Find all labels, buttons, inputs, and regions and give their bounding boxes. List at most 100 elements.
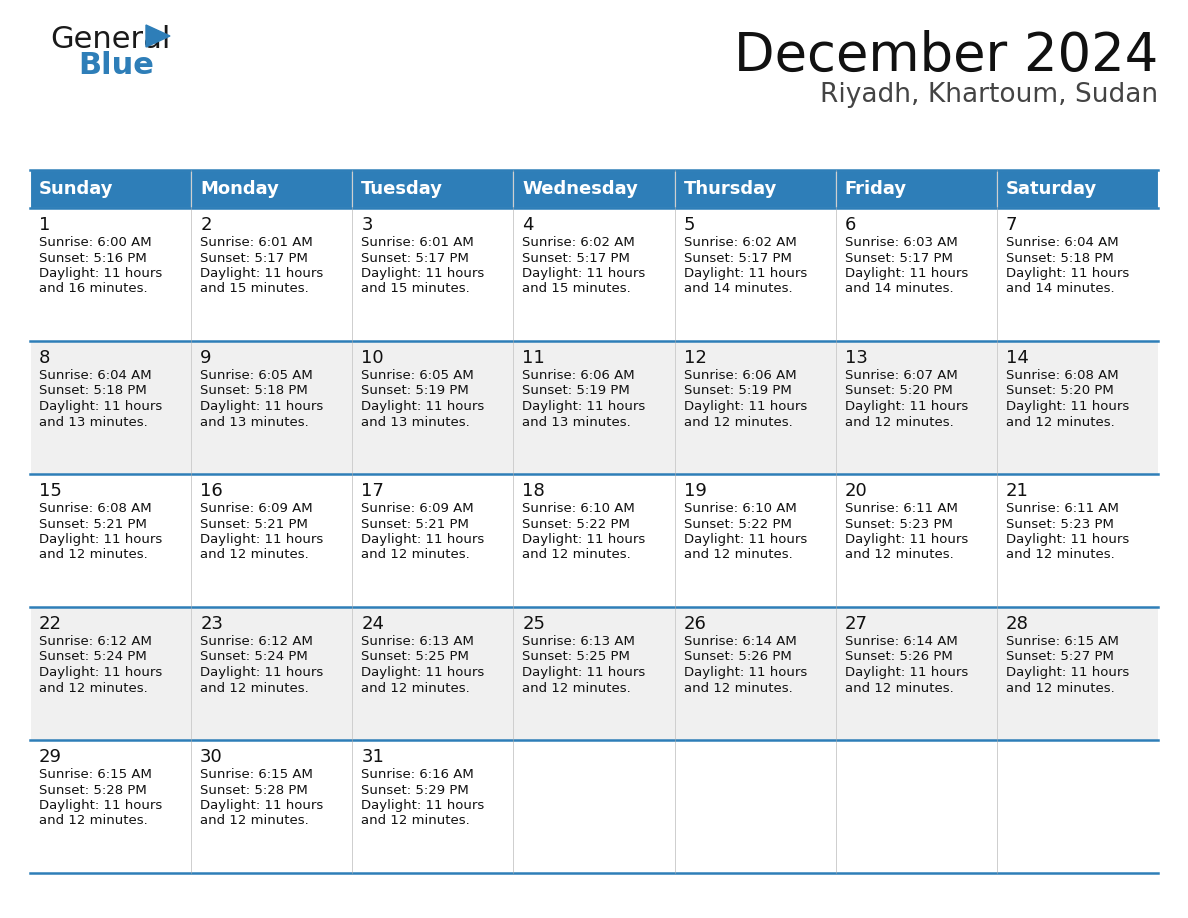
- Bar: [353, 474, 513, 607]
- Text: Daylight: 11 hours: Daylight: 11 hours: [361, 267, 485, 280]
- Text: Daylight: 11 hours: Daylight: 11 hours: [523, 400, 646, 413]
- Bar: [513, 208, 675, 341]
- Text: and 12 minutes.: and 12 minutes.: [1006, 681, 1114, 695]
- Text: 27: 27: [845, 615, 867, 633]
- Text: Daylight: 11 hours: Daylight: 11 hours: [200, 799, 323, 812]
- Bar: [191, 607, 353, 740]
- Text: and 12 minutes.: and 12 minutes.: [683, 681, 792, 695]
- Bar: [191, 208, 353, 341]
- Text: 7: 7: [1006, 216, 1017, 234]
- Text: Sunset: 5:25 PM: Sunset: 5:25 PM: [361, 651, 469, 664]
- Text: Sunset: 5:28 PM: Sunset: 5:28 PM: [200, 783, 308, 797]
- Text: Sunrise: 6:05 AM: Sunrise: 6:05 AM: [361, 369, 474, 382]
- Text: 26: 26: [683, 615, 707, 633]
- Bar: [835, 170, 997, 208]
- Text: Saturday: Saturday: [1006, 180, 1097, 198]
- Bar: [513, 474, 675, 607]
- Text: and 12 minutes.: and 12 minutes.: [523, 548, 631, 562]
- Text: Friday: Friday: [845, 180, 906, 198]
- Bar: [30, 341, 191, 474]
- Text: Sunrise: 6:16 AM: Sunrise: 6:16 AM: [361, 768, 474, 781]
- Text: and 12 minutes.: and 12 minutes.: [683, 548, 792, 562]
- Text: Sunrise: 6:06 AM: Sunrise: 6:06 AM: [523, 369, 636, 382]
- Bar: [835, 341, 997, 474]
- Text: Sunset: 5:17 PM: Sunset: 5:17 PM: [845, 252, 953, 264]
- Text: 25: 25: [523, 615, 545, 633]
- Bar: [353, 740, 513, 873]
- Text: 21: 21: [1006, 482, 1029, 500]
- Text: 29: 29: [39, 748, 62, 766]
- Text: and 14 minutes.: and 14 minutes.: [1006, 283, 1114, 296]
- Text: 20: 20: [845, 482, 867, 500]
- Text: Sunset: 5:26 PM: Sunset: 5:26 PM: [845, 651, 953, 664]
- Text: 6: 6: [845, 216, 857, 234]
- Bar: [513, 607, 675, 740]
- Text: December 2024: December 2024: [734, 30, 1158, 82]
- Text: Blue: Blue: [78, 51, 154, 80]
- Bar: [997, 208, 1158, 341]
- Text: and 12 minutes.: and 12 minutes.: [361, 548, 470, 562]
- Text: Sunset: 5:17 PM: Sunset: 5:17 PM: [200, 252, 308, 264]
- Text: Daylight: 11 hours: Daylight: 11 hours: [39, 533, 163, 546]
- Bar: [835, 607, 997, 740]
- Text: Sunset: 5:24 PM: Sunset: 5:24 PM: [39, 651, 147, 664]
- Bar: [835, 474, 997, 607]
- Text: Sunrise: 6:15 AM: Sunrise: 6:15 AM: [1006, 635, 1119, 648]
- Text: and 12 minutes.: and 12 minutes.: [39, 681, 147, 695]
- Text: and 12 minutes.: and 12 minutes.: [523, 681, 631, 695]
- Text: 14: 14: [1006, 349, 1029, 367]
- Text: Daylight: 11 hours: Daylight: 11 hours: [200, 267, 323, 280]
- Text: Sunset: 5:17 PM: Sunset: 5:17 PM: [361, 252, 469, 264]
- Text: 5: 5: [683, 216, 695, 234]
- Text: Sunset: 5:27 PM: Sunset: 5:27 PM: [1006, 651, 1113, 664]
- Text: Daylight: 11 hours: Daylight: 11 hours: [200, 400, 323, 413]
- Text: Daylight: 11 hours: Daylight: 11 hours: [523, 267, 646, 280]
- Text: Sunset: 5:24 PM: Sunset: 5:24 PM: [200, 651, 308, 664]
- Text: and 13 minutes.: and 13 minutes.: [361, 416, 470, 429]
- Bar: [30, 740, 191, 873]
- Bar: [191, 474, 353, 607]
- Bar: [353, 607, 513, 740]
- Text: Daylight: 11 hours: Daylight: 11 hours: [1006, 533, 1129, 546]
- Text: Daylight: 11 hours: Daylight: 11 hours: [683, 666, 807, 679]
- Text: Sunset: 5:26 PM: Sunset: 5:26 PM: [683, 651, 791, 664]
- Bar: [30, 208, 191, 341]
- Text: Daylight: 11 hours: Daylight: 11 hours: [1006, 666, 1129, 679]
- Text: 23: 23: [200, 615, 223, 633]
- Text: Daylight: 11 hours: Daylight: 11 hours: [39, 267, 163, 280]
- Text: and 14 minutes.: and 14 minutes.: [845, 283, 953, 296]
- Text: Sunset: 5:22 PM: Sunset: 5:22 PM: [683, 518, 791, 531]
- Bar: [191, 740, 353, 873]
- Text: Sunset: 5:21 PM: Sunset: 5:21 PM: [39, 518, 147, 531]
- Text: 1: 1: [39, 216, 50, 234]
- Bar: [353, 341, 513, 474]
- Text: Sunrise: 6:09 AM: Sunrise: 6:09 AM: [200, 502, 312, 515]
- Bar: [30, 607, 191, 740]
- Text: Riyadh, Khartoum, Sudan: Riyadh, Khartoum, Sudan: [820, 82, 1158, 108]
- Text: Sunrise: 6:10 AM: Sunrise: 6:10 AM: [523, 502, 636, 515]
- Text: 22: 22: [39, 615, 62, 633]
- Text: and 12 minutes.: and 12 minutes.: [845, 548, 954, 562]
- Text: Sunrise: 6:03 AM: Sunrise: 6:03 AM: [845, 236, 958, 249]
- Text: Sunset: 5:23 PM: Sunset: 5:23 PM: [1006, 518, 1113, 531]
- Text: Sunset: 5:29 PM: Sunset: 5:29 PM: [361, 783, 469, 797]
- Text: Daylight: 11 hours: Daylight: 11 hours: [200, 533, 323, 546]
- Text: Sunrise: 6:15 AM: Sunrise: 6:15 AM: [39, 768, 152, 781]
- Text: Sunrise: 6:10 AM: Sunrise: 6:10 AM: [683, 502, 796, 515]
- Text: and 12 minutes.: and 12 minutes.: [200, 681, 309, 695]
- Text: General: General: [50, 25, 170, 54]
- Bar: [513, 170, 675, 208]
- Text: and 15 minutes.: and 15 minutes.: [361, 283, 470, 296]
- Bar: [675, 208, 835, 341]
- Text: Sunrise: 6:05 AM: Sunrise: 6:05 AM: [200, 369, 312, 382]
- Text: Sunset: 5:18 PM: Sunset: 5:18 PM: [39, 385, 147, 397]
- Text: and 12 minutes.: and 12 minutes.: [845, 416, 954, 429]
- Text: Sunrise: 6:09 AM: Sunrise: 6:09 AM: [361, 502, 474, 515]
- Text: and 13 minutes.: and 13 minutes.: [200, 416, 309, 429]
- Bar: [30, 170, 191, 208]
- Text: Daylight: 11 hours: Daylight: 11 hours: [523, 533, 646, 546]
- Text: 24: 24: [361, 615, 384, 633]
- Bar: [353, 208, 513, 341]
- Text: and 12 minutes.: and 12 minutes.: [39, 548, 147, 562]
- Text: Sunrise: 6:07 AM: Sunrise: 6:07 AM: [845, 369, 958, 382]
